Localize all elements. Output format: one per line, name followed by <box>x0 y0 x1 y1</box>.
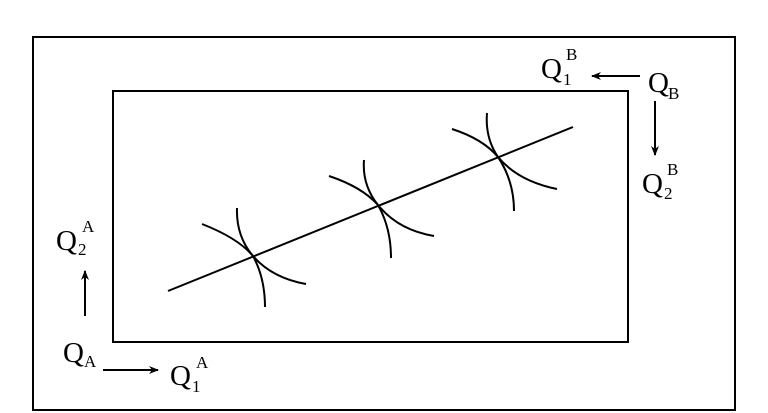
contract-curve <box>167 126 574 292</box>
indifference-curve-b-2 <box>362 159 392 259</box>
label-q-a: QA <box>63 337 97 371</box>
label-q2-a: Q2A <box>56 217 95 259</box>
indifference-curve-a-2 <box>328 175 435 237</box>
indifference-curve-a-3 <box>451 128 558 190</box>
indifference-curve-b-1 <box>235 207 266 308</box>
label-q-b: QB <box>648 67 679 103</box>
label-q2-b: Q2B <box>642 160 678 203</box>
indifference-curve-a-1 <box>201 223 307 285</box>
outer-frame <box>32 36 736 411</box>
indifference-curve-b-3 <box>485 112 515 212</box>
edgeworth-box <box>112 90 629 343</box>
label-q1-b: Q1B <box>541 45 577 89</box>
label-q1-a: Q1A <box>170 353 209 396</box>
